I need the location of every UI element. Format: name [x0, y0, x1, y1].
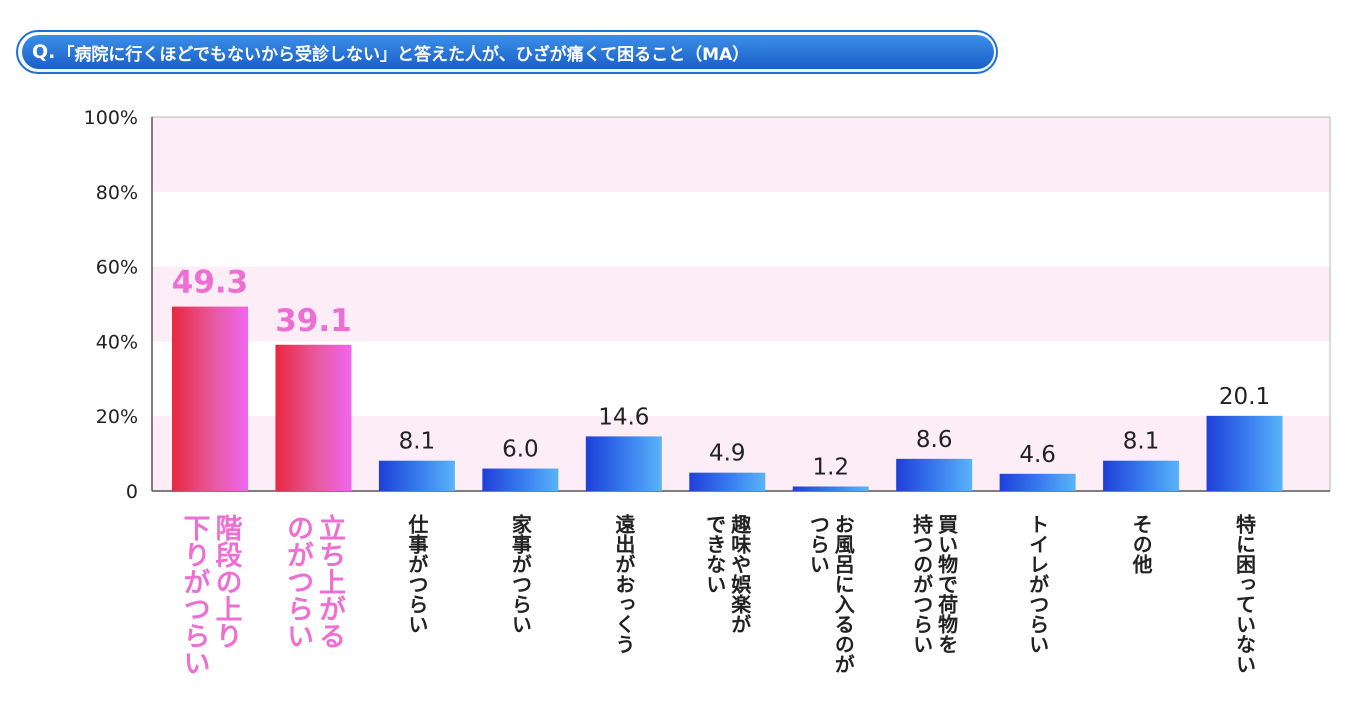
value-label: 4.6	[1019, 442, 1056, 468]
question-banner: Q. 「病院に行くほどでもないから受診しない」と答えた人が、ひざが痛くて困ること…	[22, 35, 994, 69]
category-label: トイレがつらい	[1026, 514, 1050, 654]
value-label: 8.1	[1123, 429, 1160, 455]
value-label: 39.1	[275, 303, 352, 339]
value-label: 8.6	[916, 427, 953, 453]
y-tick-label: 80%	[96, 182, 138, 204]
value-label: 6.0	[502, 437, 539, 463]
category-label: 家事がつらい	[508, 513, 532, 634]
bar	[378, 460, 455, 491]
value-label: 1.2	[812, 455, 849, 481]
category-label: 特に困っていない	[1233, 513, 1257, 674]
y-tick-label: 0	[126, 481, 138, 503]
category-label: その他	[1129, 514, 1153, 574]
bar	[482, 468, 559, 491]
value-label: 20.1	[1219, 384, 1270, 410]
bar	[689, 472, 766, 491]
bar	[585, 436, 662, 491]
bar	[172, 306, 248, 491]
value-label: 14.6	[598, 404, 649, 430]
question-prefix: Q.	[32, 41, 56, 63]
grid-band	[152, 117, 1330, 192]
category-label: できない	[703, 514, 727, 594]
bar	[1103, 460, 1180, 491]
y-tick-label: 40%	[96, 331, 138, 353]
category-label: 遠出がおっくう	[612, 514, 636, 654]
y-tick-label: 20%	[96, 406, 138, 428]
grid-band	[152, 266, 1330, 342]
question-text: 「病院に行くほどでもないから受診しない」と答えた人が、ひざが痛くて困ること（MA…	[57, 44, 750, 65]
category-label: 趣味や娯楽が	[728, 514, 752, 634]
category-label: 立ち上がる	[314, 513, 346, 649]
category-label: つらい	[806, 514, 830, 574]
bar	[1206, 415, 1283, 491]
y-tick-label: 100%	[84, 107, 138, 129]
bar	[999, 473, 1076, 491]
bar	[896, 458, 973, 491]
category-label: 持つのがつらい	[910, 513, 934, 654]
y-tick-label: 60%	[96, 257, 138, 279]
category-label: 仕事がつらい	[405, 513, 429, 634]
category-label: 買い物で荷物を	[935, 514, 959, 654]
value-label: 49.3	[172, 265, 249, 301]
value-label: 4.9	[709, 441, 746, 467]
bar	[275, 344, 352, 491]
category-label: 下りがつらい	[179, 514, 210, 676]
category-label: 階段の上り	[211, 514, 243, 649]
category-label: お風呂に入るのが	[831, 514, 855, 674]
bar	[792, 486, 869, 491]
category-label: のがつらい	[282, 514, 313, 649]
value-label: 8.1	[399, 429, 436, 455]
